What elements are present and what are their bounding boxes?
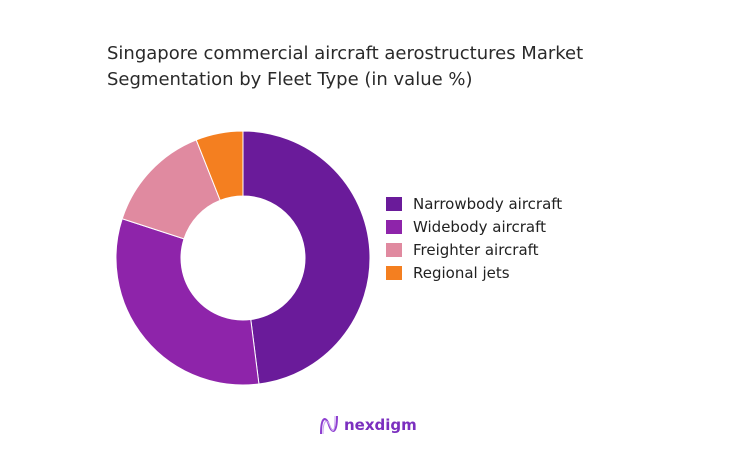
- slice-widebody: [115, 218, 260, 386]
- chart-title-line-2: Segmentation by Fleet Type (in value %): [107, 69, 473, 90]
- legend-swatch: [386, 196, 402, 211]
- chart-title: Singapore commercial aircraft aerostruct…: [107, 41, 667, 93]
- legend-label: Regional jets: [413, 263, 510, 282]
- legend-item-freighter: Freighter aircraft: [386, 238, 562, 261]
- legend-item-narrowbody: Narrowbody aircraft: [386, 192, 562, 215]
- legend-item-regional: Regional jets: [386, 261, 562, 284]
- legend-swatch: [386, 242, 402, 257]
- logo-text: nexdigm: [344, 416, 417, 434]
- nexdigm-logo: nexdigm: [318, 414, 417, 436]
- legend: Narrowbody aircraft Widebody aircraft Fr…: [386, 192, 562, 284]
- legend-label: Widebody aircraft: [413, 217, 546, 236]
- chart-title-line-1: Singapore commercial aircraft aerostruct…: [107, 43, 584, 64]
- legend-label: Narrowbody aircraft: [413, 194, 563, 213]
- logo-wave-icon: [320, 415, 338, 435]
- legend-swatch: [386, 265, 402, 280]
- slice-narrowbody: [242, 130, 371, 385]
- legend-label: Freighter aircraft: [413, 240, 539, 259]
- legend-item-widebody: Widebody aircraft: [386, 215, 562, 238]
- legend-swatch: [386, 219, 402, 234]
- slice-regional: [195, 130, 244, 202]
